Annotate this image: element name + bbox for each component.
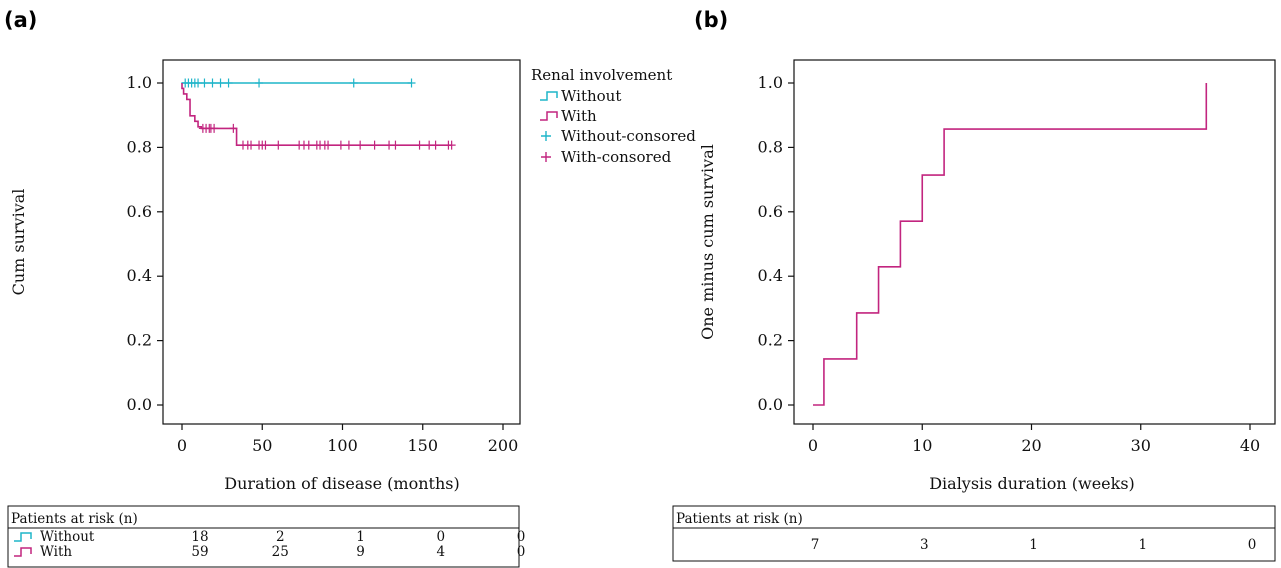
legend-swatch-without	[540, 91, 558, 101]
legend-entry-without-censored: Without-consored	[561, 127, 696, 145]
x-tick-label: 40	[1240, 436, 1260, 455]
x-ticks-b: 0 10 20 30 40	[808, 424, 1260, 455]
y-tick-label: 0.8	[127, 137, 152, 156]
censor-mark-with	[370, 140, 379, 150]
censor-mark-with	[336, 140, 345, 150]
censor-mark-with	[391, 140, 400, 150]
y-ticks-a: 0.0 0.2 0.4 0.6 0.8 1.0	[127, 73, 163, 414]
censor-mark-with	[431, 140, 440, 150]
series-line-with	[181, 83, 452, 146]
legend-entry-without: Without	[561, 87, 621, 105]
risk-cell: 0	[1248, 537, 1257, 553]
risk-cell: 59	[191, 544, 208, 560]
y-tick-label: 0.6	[758, 202, 783, 221]
x-tick-label: 150	[407, 436, 438, 455]
censor-mark-with	[247, 140, 256, 150]
censor-mark-with	[415, 140, 424, 150]
y-tick-label: 0.8	[758, 137, 783, 156]
risk-cell: 25	[272, 544, 289, 560]
risk-row-name: With	[40, 544, 72, 560]
risk-row-name: Without	[40, 529, 95, 545]
risk-cell: 7	[811, 537, 820, 553]
censor-mark-without	[208, 78, 217, 88]
y-tick-label: 1.0	[127, 73, 152, 92]
risk-table-title-b: Patients at risk (n)	[676, 511, 803, 527]
x-tick-label: 50	[252, 436, 272, 455]
censor-mark-without	[407, 78, 416, 88]
panel-label-a: (a)	[4, 8, 37, 32]
risk-cell: 1	[356, 529, 365, 545]
panel-label-b: (b)	[694, 8, 728, 32]
risk-cell: 1	[1029, 537, 1038, 553]
y-ticks-b: 0.0 0.2 0.4 0.6 0.8 1.0	[758, 73, 794, 414]
chart-a: 0.00.20.40.60.81.0 0 50 100 150 200 Duration…	[7, 59, 696, 568]
series-b	[813, 83, 1208, 406]
x-tick-label: 200	[488, 436, 519, 455]
legend-swatch-with	[540, 111, 558, 121]
risk-cell: 3	[920, 537, 929, 553]
legend-swatch-without-censored	[541, 131, 551, 141]
censor-mark-without	[224, 78, 233, 88]
censor-mark-without	[255, 78, 264, 88]
censor-mark-with	[304, 140, 313, 150]
x-tick-label: 100	[327, 436, 358, 455]
risk-cell: 9	[356, 544, 365, 560]
legend-a: Renal involvement Without With Without-c…	[531, 66, 696, 166]
censor-mark-with	[210, 123, 219, 133]
y-tick-label: 0.0	[127, 395, 152, 414]
plot-frame-b	[793, 59, 1276, 425]
censor-mark-with	[344, 140, 353, 150]
chart-b: 0.00.20.40.60.81.0 0 10 20 30 40 Dialysis du…	[672, 59, 1276, 562]
y-tick-label: 0.6	[127, 202, 152, 221]
risk-cell: 4	[436, 544, 445, 560]
censor-mark-with	[356, 140, 365, 150]
risk-row-swatch	[14, 532, 32, 542]
risk-cell: 18	[191, 529, 208, 545]
legend-swatch-with-censored	[541, 152, 551, 162]
risk-row-swatch	[14, 547, 32, 557]
risk-cell: 0	[436, 529, 445, 545]
series-line-curve	[813, 83, 1208, 406]
plot-frame-a	[162, 59, 521, 425]
x-tick-label: 20	[1021, 436, 1041, 455]
risk-table-title-a: Patients at risk (n)	[11, 511, 138, 527]
y-tick-label: 0.0	[758, 395, 783, 414]
y-axis-label-b: One minus cum survival	[698, 144, 717, 340]
censor-mark-with	[229, 123, 238, 133]
legend-title: Renal involvement	[531, 66, 672, 84]
risk-cell: 0	[517, 529, 526, 545]
legend-entry-with: With	[561, 107, 597, 125]
risk-cell: 0	[517, 544, 526, 560]
censor-mark-without	[349, 78, 358, 88]
censor-mark-without	[216, 78, 225, 88]
censor-mark-with	[261, 140, 270, 150]
risk-table-frame-b	[672, 505, 1276, 562]
y-tick-label: 0.4	[758, 266, 783, 285]
risk-table-frame-a	[7, 505, 520, 568]
y-axis-label-a: Cum survival	[9, 189, 28, 296]
censor-mark-with	[324, 140, 333, 150]
censor-mark-with	[447, 140, 456, 150]
y-tick-label: 1.0	[758, 73, 783, 92]
censor-mark-without	[200, 78, 209, 88]
risk-table-b: Patients at risk (n) 7 3 1 1 0	[672, 505, 1276, 562]
x-tick-label: 10	[912, 436, 932, 455]
y-tick-label: 0.4	[127, 266, 152, 285]
risk-cell: 2	[276, 529, 285, 545]
y-tick-label: 0.2	[758, 331, 783, 350]
x-tick-label: 0	[808, 436, 818, 455]
x-tick-label: 30	[1131, 436, 1151, 455]
x-axis-label-a: Duration of disease (months)	[224, 474, 459, 493]
x-ticks-a: 0 50 100 150 200	[177, 424, 518, 455]
x-axis-label-b: Dialysis duration (weeks)	[929, 474, 1135, 493]
censor-mark-with	[274, 140, 283, 150]
risk-cell: 1	[1138, 537, 1147, 553]
y-tick-label: 0.2	[127, 331, 152, 350]
legend-entry-with-censored: With-consored	[561, 148, 672, 166]
x-tick-label: 0	[177, 436, 187, 455]
series-a	[181, 78, 456, 150]
